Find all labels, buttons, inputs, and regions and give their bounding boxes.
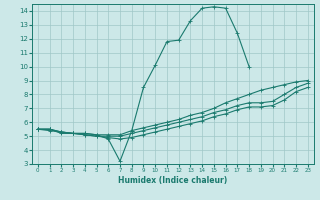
- X-axis label: Humidex (Indice chaleur): Humidex (Indice chaleur): [118, 176, 228, 185]
